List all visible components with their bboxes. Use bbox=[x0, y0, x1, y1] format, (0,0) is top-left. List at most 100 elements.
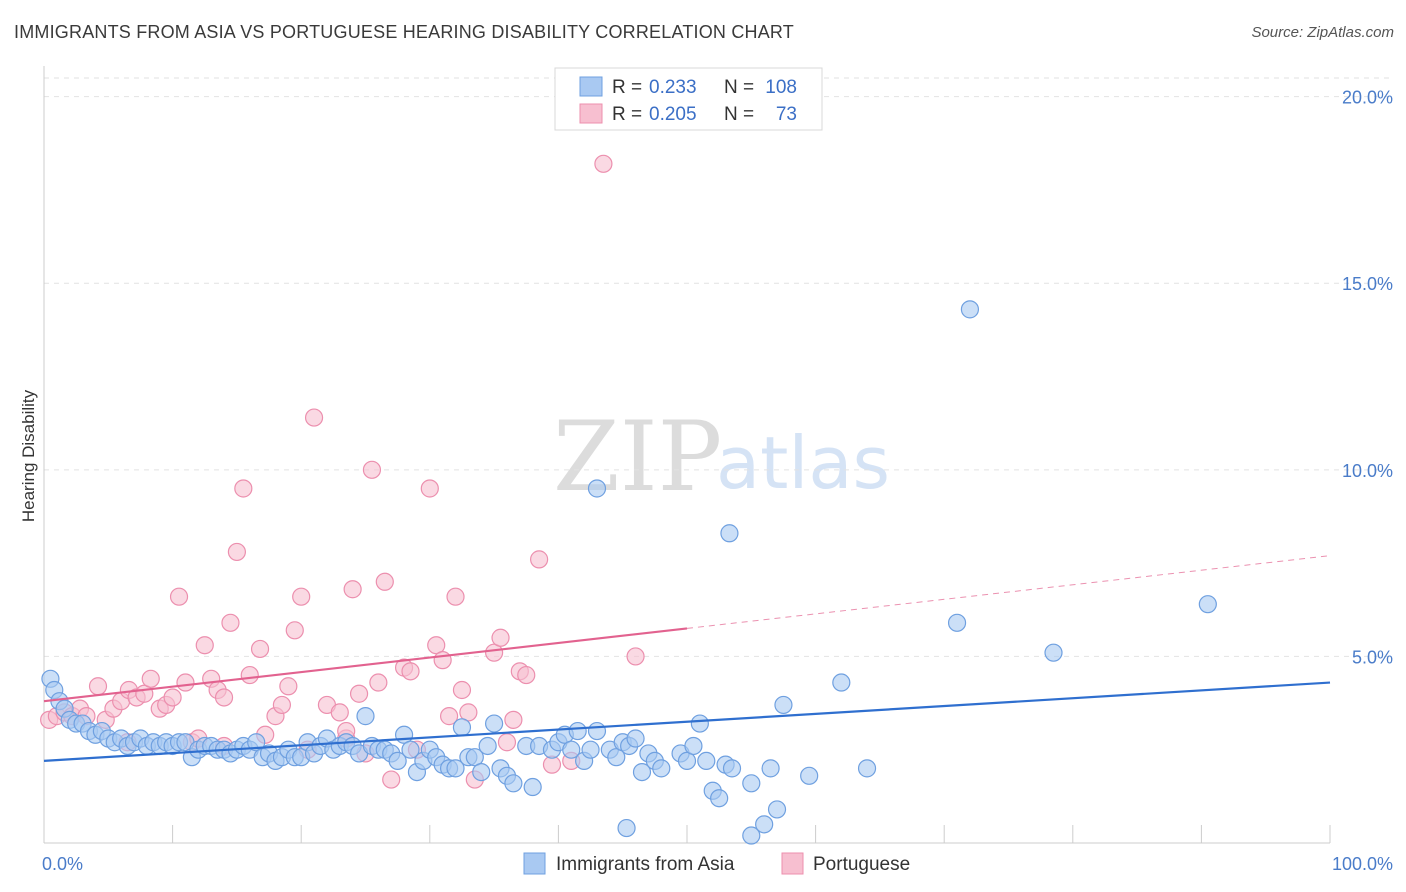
portuguese-point bbox=[227, 542, 246, 562]
asia-point bbox=[761, 759, 780, 778]
portuguese-point bbox=[497, 733, 517, 752]
portuguese-point bbox=[401, 662, 420, 681]
portuguese-point bbox=[420, 479, 439, 498]
asia-trend-line bbox=[43, 681, 1331, 763]
y-tick-label: 15.0% bbox=[1342, 274, 1393, 294]
legend-r-value-portuguese: 0.205 bbox=[649, 104, 697, 125]
chart-title: IMMIGRANTS FROM ASIA VS PORTUGUESE HEARI… bbox=[14, 22, 794, 42]
y-tick-label: 5.0% bbox=[1352, 647, 1393, 667]
asia-point bbox=[1044, 643, 1063, 662]
asia-point bbox=[684, 736, 703, 756]
portuguese-point bbox=[285, 621, 304, 640]
asia-point bbox=[774, 695, 793, 715]
bottom-legend-swatch-asia bbox=[523, 852, 546, 875]
chart-source: Source: ZipAtlas.com bbox=[1251, 24, 1394, 41]
asia-point bbox=[960, 300, 980, 319]
asia-point bbox=[800, 766, 819, 785]
portuguese-point bbox=[214, 688, 234, 707]
portuguese-point bbox=[530, 550, 549, 569]
portuguese-trend-line bbox=[43, 627, 688, 703]
asia-point bbox=[568, 721, 587, 741]
y-axis-label: Hearing Disability bbox=[19, 389, 38, 522]
portuguese-point bbox=[452, 680, 472, 700]
asia-point bbox=[626, 729, 645, 748]
asia-point bbox=[452, 718, 472, 737]
asia-point bbox=[767, 800, 787, 819]
asia-point bbox=[617, 818, 636, 838]
watermark-zip: ZIP bbox=[553, 401, 722, 513]
portuguese-point bbox=[375, 572, 394, 591]
asia-point bbox=[742, 826, 761, 845]
asia-point bbox=[356, 707, 375, 726]
x-tick-label: 100.0% bbox=[1332, 854, 1393, 874]
portuguese-point bbox=[250, 639, 270, 659]
portuguese-point bbox=[176, 673, 195, 692]
portuguese-point bbox=[163, 688, 182, 707]
asia-point bbox=[388, 751, 407, 771]
y-tick-label: 10.0% bbox=[1342, 461, 1393, 481]
portuguese-point bbox=[292, 587, 311, 606]
portuguese-point bbox=[382, 770, 401, 789]
portuguese-point bbox=[349, 684, 369, 703]
portuguese-point bbox=[626, 647, 645, 666]
asia-point bbox=[581, 740, 600, 759]
portuguese-point bbox=[195, 636, 214, 655]
y-tick-label: 20.0% bbox=[1342, 88, 1393, 108]
bottom-legend-label-asia: Immigrants from Asia bbox=[556, 854, 735, 875]
asia-point bbox=[1198, 595, 1217, 614]
portuguese-point bbox=[240, 665, 259, 685]
asia-point bbox=[401, 740, 420, 759]
legend-r-label-asia: R = bbox=[612, 77, 642, 98]
portuguese-point bbox=[343, 580, 362, 599]
tick-labels: 5.0% 10.0% 15.0% 20.0% 0.0% 100.0% bbox=[42, 88, 1393, 874]
asia-point bbox=[710, 789, 729, 808]
legend-swatch-portuguese bbox=[579, 103, 603, 124]
asia-point bbox=[478, 736, 497, 756]
asia-point bbox=[690, 714, 709, 733]
portuguese-point bbox=[272, 695, 292, 715]
portuguese-point bbox=[504, 710, 523, 729]
bottom-legend-label-portuguese: Portuguese bbox=[813, 854, 910, 875]
legend-n-label-portuguese: N = bbox=[724, 104, 754, 125]
grid-lines bbox=[44, 77, 1392, 657]
portuguese-point bbox=[221, 613, 240, 632]
bottom-legend-swatch-portuguese bbox=[781, 852, 804, 875]
asia-point bbox=[562, 740, 581, 759]
portuguese-point bbox=[446, 587, 465, 606]
asia-point bbox=[722, 759, 742, 778]
asia-point bbox=[755, 815, 774, 834]
legend-r-value-asia: 0.233 bbox=[649, 77, 697, 98]
portuguese-point bbox=[279, 677, 298, 696]
watermark-atlas: atlas bbox=[716, 421, 890, 505]
portuguese-point bbox=[141, 669, 160, 688]
portuguese-point bbox=[594, 154, 613, 173]
legend-n-value-asia: 108 bbox=[765, 77, 797, 98]
portuguese-trend-extension bbox=[686, 555, 1331, 629]
portuguese-point bbox=[362, 460, 382, 479]
portuguese-point bbox=[433, 651, 452, 670]
asia-point bbox=[720, 524, 739, 543]
portuguese-point bbox=[491, 628, 510, 647]
series-legend: Immigrants from Asia Portuguese bbox=[523, 852, 910, 875]
asia-point bbox=[472, 762, 491, 782]
portuguese-point bbox=[369, 673, 388, 692]
asia-point bbox=[523, 777, 542, 797]
asia-point bbox=[947, 613, 967, 632]
x-tick-label: 0.0% bbox=[42, 854, 83, 874]
asia-points bbox=[41, 300, 1217, 845]
legend-n-label-asia: N = bbox=[724, 77, 754, 98]
legend-n-value-portuguese: 73 bbox=[776, 104, 797, 125]
asia-point bbox=[587, 721, 607, 741]
portuguese-point bbox=[88, 677, 108, 696]
asia-point bbox=[587, 479, 607, 498]
portuguese-point bbox=[234, 479, 253, 498]
asia-point bbox=[446, 759, 465, 778]
asia-point bbox=[857, 759, 877, 778]
trend-lines bbox=[43, 555, 1331, 763]
asia-point bbox=[832, 673, 851, 692]
legend-r-label-portuguese: R = bbox=[612, 104, 642, 125]
portuguese-point bbox=[169, 587, 189, 606]
stats-legend: R = 0.233 N = 108 R = 0.205 N = 73 bbox=[554, 67, 823, 131]
portuguese-point bbox=[439, 707, 459, 726]
